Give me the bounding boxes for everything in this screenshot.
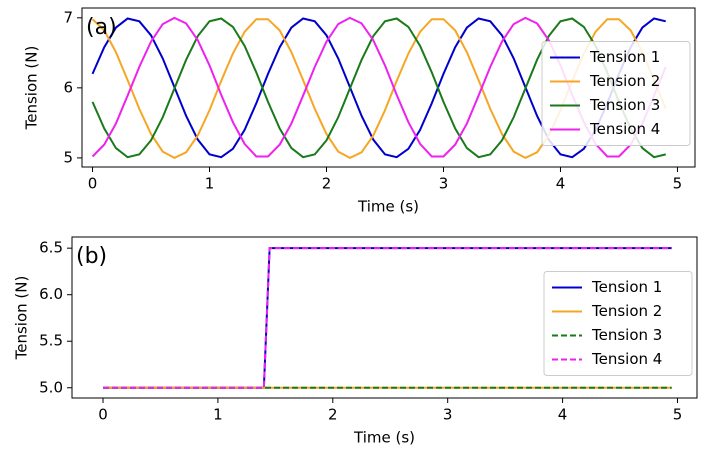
- x-tick-label: 5: [673, 406, 683, 424]
- series-line: [103, 247, 672, 389]
- legend-label: Tension 2: [589, 72, 660, 90]
- y-tick-label: 5: [63, 148, 73, 166]
- y-tick-label: 5.5: [39, 332, 63, 350]
- legend-label: Tension 4: [591, 350, 662, 368]
- series-line: [91, 17, 666, 159]
- legend-box: [543, 271, 693, 376]
- legend: Tension 1 Tension 2 Tension 3 Tension 4: [541, 41, 691, 146]
- x-tick-label: 0: [98, 406, 108, 424]
- legend-label: Tension 3: [591, 326, 662, 344]
- x-axis-label: Time (s): [353, 429, 415, 447]
- x-tick-label: 3: [439, 175, 449, 193]
- x-tick-label: 4: [558, 406, 568, 424]
- x-tick-label: 1: [213, 406, 223, 424]
- legend-label: Tension 3: [589, 96, 660, 114]
- legend-label: Tension 1: [589, 48, 660, 66]
- legend-label: Tension 4: [589, 120, 660, 138]
- legend-label: Tension 1: [591, 278, 662, 296]
- legend: Tension 1 Tension 2 Tension 3 Tension 4: [543, 271, 693, 376]
- x-tick-label: 0: [88, 175, 98, 193]
- y-tick-label: 6: [63, 78, 73, 96]
- x-tick-label: 1: [205, 175, 215, 193]
- panel-annotation: (b): [76, 244, 107, 269]
- axes-frame: [81, 7, 696, 168]
- x-tick-label: 2: [328, 406, 338, 424]
- y-tick-label: 5.0: [39, 378, 63, 396]
- x-tick-label: 2: [322, 175, 332, 193]
- x-tick-label: 3: [443, 406, 453, 424]
- y-axis-label: Tension (N): [23, 46, 41, 131]
- x-axis-label: Time (s): [357, 198, 419, 216]
- y-tick-label: 6.0: [39, 285, 63, 303]
- axes-frame: [71, 236, 698, 399]
- x-tick-label: 4: [556, 175, 566, 193]
- y-tick-label: 7: [63, 8, 73, 26]
- x-tick-label: 5: [673, 175, 683, 193]
- series-line: [91, 17, 666, 159]
- y-axis-label: Tension (N): [13, 276, 31, 361]
- legend-box: [541, 41, 691, 146]
- legend-label: Tension 2: [591, 302, 662, 320]
- panel-annotation: (a): [86, 15, 117, 40]
- y-tick-label: 6.5: [39, 239, 63, 257]
